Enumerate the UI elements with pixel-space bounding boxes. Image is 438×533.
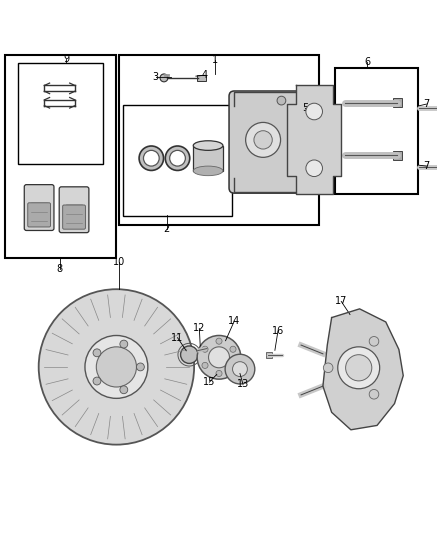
Text: 13: 13: [237, 379, 249, 390]
Circle shape: [230, 362, 236, 368]
Ellipse shape: [193, 141, 223, 150]
Bar: [335, 68, 418, 195]
FancyBboxPatch shape: [63, 205, 85, 229]
Text: 16: 16: [272, 326, 284, 336]
Text: 5: 5: [302, 103, 309, 114]
Circle shape: [216, 338, 222, 344]
Circle shape: [323, 363, 333, 373]
Circle shape: [93, 377, 101, 385]
Text: 4: 4: [201, 70, 208, 80]
Polygon shape: [323, 309, 403, 430]
Circle shape: [180, 346, 198, 364]
Circle shape: [202, 362, 208, 368]
Text: 3: 3: [152, 71, 159, 82]
Circle shape: [277, 96, 286, 105]
Bar: [393, 99, 403, 107]
Circle shape: [306, 103, 322, 120]
Polygon shape: [287, 85, 341, 195]
Bar: [193, 146, 223, 171]
Circle shape: [120, 386, 128, 394]
Circle shape: [170, 150, 185, 166]
Text: 7: 7: [423, 99, 430, 109]
Circle shape: [246, 123, 281, 157]
Circle shape: [202, 346, 208, 352]
Circle shape: [93, 349, 101, 357]
Bar: [298, 167, 315, 184]
Text: 12: 12: [193, 324, 205, 334]
Circle shape: [85, 335, 148, 398]
Text: 6: 6: [364, 57, 371, 67]
Text: 1: 1: [212, 55, 218, 65]
Circle shape: [306, 160, 322, 176]
Circle shape: [96, 347, 137, 387]
Circle shape: [254, 131, 272, 149]
Circle shape: [369, 336, 379, 346]
Text: 14: 14: [228, 316, 240, 326]
Circle shape: [160, 74, 168, 82]
Circle shape: [338, 347, 380, 389]
Bar: [298, 100, 315, 117]
Bar: [119, 55, 318, 225]
Text: 15: 15: [203, 377, 215, 387]
Text: 11: 11: [171, 333, 184, 343]
Circle shape: [144, 150, 159, 166]
Circle shape: [139, 146, 163, 171]
Circle shape: [346, 354, 372, 381]
Circle shape: [233, 362, 247, 376]
Circle shape: [216, 370, 222, 376]
Text: 8: 8: [57, 264, 63, 273]
Bar: [18, 63, 103, 164]
Circle shape: [120, 340, 128, 348]
Bar: [393, 151, 403, 159]
Circle shape: [165, 146, 190, 171]
FancyBboxPatch shape: [24, 184, 54, 230]
FancyBboxPatch shape: [59, 187, 89, 233]
Circle shape: [230, 346, 236, 352]
Circle shape: [39, 289, 194, 445]
Text: 2: 2: [163, 224, 170, 235]
Bar: [123, 105, 232, 216]
Bar: [197, 75, 206, 81]
Text: 10: 10: [113, 257, 125, 267]
Circle shape: [225, 354, 255, 384]
Circle shape: [137, 363, 145, 371]
Circle shape: [369, 390, 379, 399]
Circle shape: [208, 347, 230, 368]
Bar: [266, 352, 272, 358]
Ellipse shape: [193, 166, 223, 176]
Text: 17: 17: [335, 296, 347, 306]
FancyBboxPatch shape: [28, 203, 50, 227]
Bar: [5, 55, 117, 258]
FancyBboxPatch shape: [229, 91, 316, 193]
Text: 9: 9: [63, 54, 69, 64]
Text: 7: 7: [423, 161, 430, 171]
Circle shape: [197, 335, 241, 379]
